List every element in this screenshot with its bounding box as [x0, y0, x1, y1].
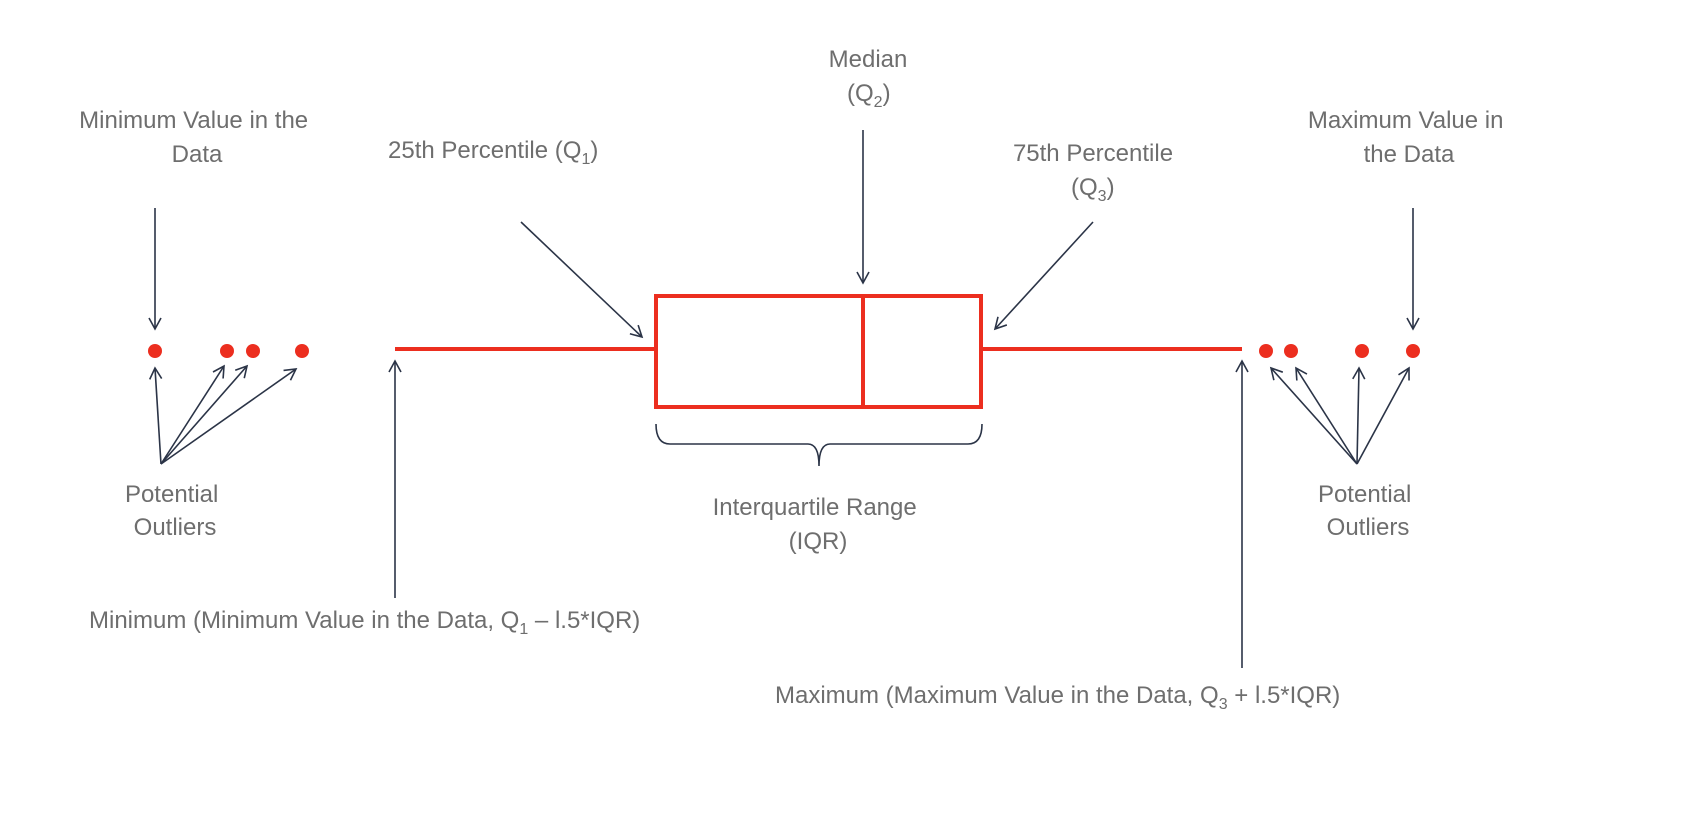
- outlier-point-left-4: [295, 344, 309, 358]
- median-symbol-label: (Q2): [847, 80, 891, 111]
- max-value-label: Maximum Value in the Data: [1308, 107, 1510, 168]
- outliers-left-label: Potential Outliers: [125, 481, 225, 541]
- outlier-arrow-left-1: [148, 366, 163, 465]
- q1-label: 25th Percentile (Q1): [388, 137, 598, 168]
- median-label: Median: [829, 46, 908, 73]
- outlier-arrow-right-2: [1295, 366, 1358, 465]
- outlier-point-right-1: [1259, 344, 1273, 358]
- q1-arrow: [520, 221, 644, 339]
- outlier-point-right-4: [1406, 344, 1420, 358]
- outlier-arrow-left-3: [160, 364, 249, 465]
- minimum-label: Minimum (Minimum Value in the Data, Q1 –…: [89, 607, 640, 638]
- outlier-point-right-3: [1355, 344, 1369, 358]
- iqr-box: [654, 294, 983, 409]
- outlier-arrow-left-4: [160, 368, 298, 465]
- outliers-right-label: Potential Outliers: [1318, 481, 1418, 541]
- q3-label: 75th Percentile: [1013, 140, 1173, 167]
- q3-symbol-label: (Q3): [1071, 174, 1115, 205]
- min-value-label: Minimum Value in the Data: [79, 107, 315, 168]
- outlier-point-left-2: [220, 344, 234, 358]
- outlier-point-left-1: [148, 344, 162, 358]
- outlier-point-right-2: [1284, 344, 1298, 358]
- outlier-arrow-right-1: [1269, 366, 1358, 465]
- outlier-arrow-left-2: [160, 364, 225, 465]
- maximum-label: Maximum (Maximum Value in the Data, Q3 +…: [775, 682, 1340, 713]
- iqr-label: Interquartile Range (IQR): [713, 494, 924, 555]
- q3-arrow: [993, 221, 1094, 331]
- outlier-arrow-right-4: [1356, 366, 1410, 465]
- iqr-brace: [655, 423, 983, 467]
- outlier-point-left-3: [246, 344, 260, 358]
- outlier-arrow-right-3: [1352, 366, 1366, 465]
